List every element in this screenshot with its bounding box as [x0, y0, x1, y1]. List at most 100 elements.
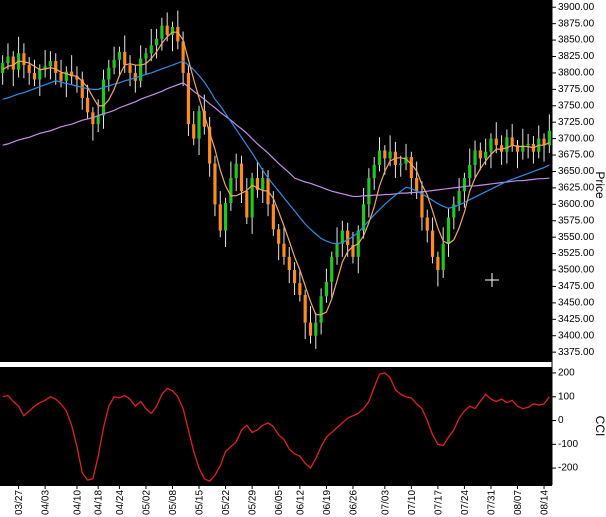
y-tick-label: 3500.00 [558, 265, 595, 276]
candle-body [85, 97, 90, 113]
y-tick-label: 3750.00 [558, 100, 595, 111]
y-tick-label: 3700.00 [558, 133, 595, 144]
x-tick-label: 04/18 [94, 490, 105, 515]
candle-body [27, 65, 31, 73]
candle-body [415, 178, 419, 192]
y-tick-label: 3450.00 [558, 298, 595, 309]
candle-body [176, 26, 180, 42]
x-tick-label: 04/03 [41, 490, 52, 515]
candle-body [409, 157, 413, 179]
y-tick-label: 3800.00 [558, 68, 595, 79]
y-tick-label: 100 [558, 391, 575, 402]
y-tick-label: 3875.00 [558, 18, 595, 29]
x-tick-label: 07/17 [433, 490, 444, 515]
candle-body [521, 145, 525, 152]
candle-body [38, 69, 42, 80]
candle-body [446, 217, 451, 244]
candle-body [515, 145, 520, 152]
y-tick-label: 3600.00 [558, 199, 595, 210]
y-tick-label: 3375.00 [558, 347, 595, 358]
candle-body [96, 115, 100, 125]
candle-body [335, 243, 339, 257]
moving-average-line [2, 31, 550, 316]
candle-body [420, 191, 424, 218]
crosshair [485, 273, 499, 287]
candle-body [154, 38, 159, 46]
y-tick-label: 0 [558, 415, 564, 426]
y-tick-label: 3550.00 [558, 232, 595, 243]
y-tick-label: 3900.00 [558, 2, 595, 13]
candle-body [149, 45, 153, 54]
candle-body [462, 178, 467, 192]
candle-body [452, 204, 456, 218]
y-tick-label: -200 [558, 463, 578, 474]
candle-body [430, 230, 435, 257]
x-tick-label: 08/07 [513, 490, 524, 515]
candle-body [346, 230, 350, 246]
candle-body [1, 63, 5, 73]
cci-line [2, 372, 550, 482]
candle-body [54, 61, 58, 73]
y-tick-label: 3425.00 [558, 314, 595, 325]
candle-body [340, 230, 344, 244]
y-tick-label: 3475.00 [558, 281, 595, 292]
candle-body [11, 56, 15, 70]
candle-body [367, 178, 371, 205]
y-tick-label: 3625.00 [558, 183, 595, 194]
candle-body [239, 163, 244, 192]
candle-body [510, 137, 514, 146]
candle-body [484, 151, 488, 159]
candle-body [457, 191, 461, 205]
candle-body [112, 59, 116, 68]
y-tick-label: 3775.00 [558, 84, 595, 95]
candle-body [303, 294, 307, 323]
candle-body [542, 138, 546, 146]
candle-body [255, 178, 260, 190]
y-tick-label: 200 [558, 368, 575, 379]
candle-body [494, 138, 498, 146]
candle-body [468, 164, 472, 179]
candle-body [139, 58, 143, 81]
candle-body [277, 229, 281, 244]
candle-body [186, 72, 191, 125]
candle-body [170, 26, 175, 35]
price-axis-title: Price [593, 171, 606, 199]
x-tick-label: 05/15 [195, 490, 206, 515]
x-tick-label: 06/19 [322, 490, 333, 515]
y-tick-label: 3825.00 [558, 51, 595, 62]
candle-body [388, 151, 392, 159]
candle-body [64, 71, 68, 81]
candle-body [425, 217, 429, 231]
candle-body [80, 79, 84, 98]
y-tick-label: 3525.00 [558, 248, 595, 259]
candle-body [107, 67, 111, 80]
candle-body [197, 111, 201, 139]
x-tick-label: 07/03 [380, 490, 391, 515]
x-tick-label: 07/31 [486, 490, 497, 515]
y-tick-label: 3575.00 [558, 215, 595, 226]
x-tick-label: 06/12 [295, 490, 306, 515]
candle-body [75, 76, 79, 80]
candle-body [59, 72, 63, 81]
candle-body [223, 203, 228, 231]
candle-body [324, 281, 329, 297]
candle-body [91, 112, 95, 125]
candle-body [123, 51, 127, 66]
candle-body [245, 191, 249, 218]
candle-body [314, 322, 318, 336]
moving-average-line [2, 60, 550, 245]
candle-body [383, 150, 387, 159]
candle-body [526, 143, 530, 146]
candle-body [165, 25, 169, 35]
candle-body [436, 256, 440, 271]
candle-body [128, 65, 132, 73]
candle-body [377, 150, 382, 165]
y-tick-label: 3650.00 [558, 166, 595, 177]
candle-body [351, 245, 355, 257]
candle-body [287, 256, 291, 271]
x-tick-label: 06/26 [348, 490, 359, 515]
x-tick-label: 04/10 [72, 490, 83, 515]
candle-body [117, 51, 122, 60]
